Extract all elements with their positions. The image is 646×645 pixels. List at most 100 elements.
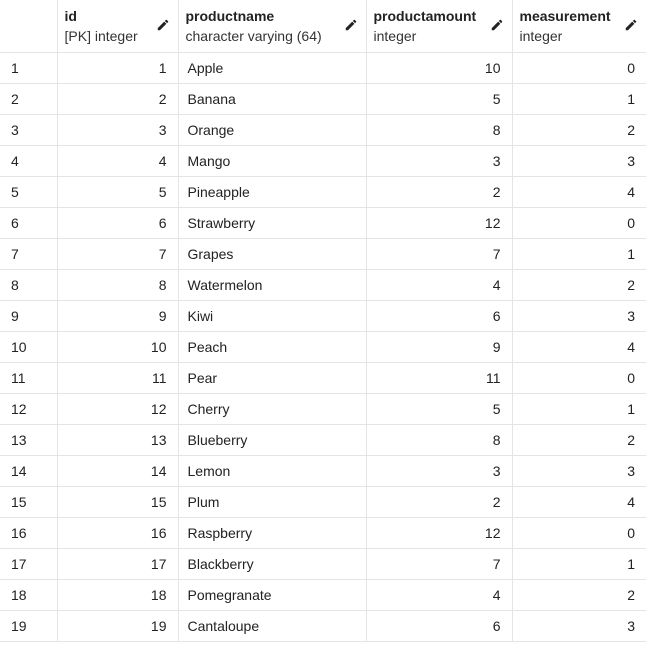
row-number-cell[interactable]: 19 xyxy=(0,610,58,642)
cell-measurement[interactable]: 3 xyxy=(512,300,646,332)
column-header-id[interactable]: id [PK] integer xyxy=(57,0,179,53)
cell-productamount[interactable]: 7 xyxy=(366,238,513,270)
table-row[interactable]: 7 7 Grapes 7 1 xyxy=(0,238,646,270)
cell-id[interactable]: 3 xyxy=(57,114,179,146)
cell-productamount[interactable]: 11 xyxy=(366,362,513,394)
row-number-cell[interactable]: 7 xyxy=(0,238,58,270)
row-number-cell[interactable]: 17 xyxy=(0,548,58,580)
cell-productname[interactable]: Strawberry xyxy=(178,207,367,239)
table-row[interactable]: 4 4 Mango 3 3 xyxy=(0,145,646,177)
cell-id[interactable]: 10 xyxy=(57,331,179,363)
table-row[interactable]: 16 16 Raspberry 12 0 xyxy=(0,517,646,549)
table-row[interactable]: 2 2 Banana 5 1 xyxy=(0,83,646,115)
row-number-cell[interactable]: 18 xyxy=(0,579,58,611)
cell-productamount[interactable]: 3 xyxy=(366,455,513,487)
cell-productname[interactable]: Pomegranate xyxy=(178,579,367,611)
cell-id[interactable]: 11 xyxy=(57,362,179,394)
cell-id[interactable]: 13 xyxy=(57,424,179,456)
cell-productamount[interactable]: 4 xyxy=(366,269,513,301)
table-row[interactable]: 3 3 Orange 8 2 xyxy=(0,114,646,146)
cell-id[interactable]: 12 xyxy=(57,393,179,425)
table-row[interactable]: 10 10 Peach 9 4 xyxy=(0,331,646,363)
table-row[interactable]: 14 14 Lemon 3 3 xyxy=(0,455,646,487)
cell-measurement[interactable]: 4 xyxy=(512,331,646,363)
cell-id[interactable]: 19 xyxy=(57,610,179,642)
column-header-productname[interactable]: productname character varying (64) xyxy=(178,0,367,53)
cell-productname[interactable]: Pineapple xyxy=(178,176,367,208)
cell-productname[interactable]: Orange xyxy=(178,114,367,146)
cell-measurement[interactable]: 1 xyxy=(512,83,646,115)
row-number-cell[interactable]: 13 xyxy=(0,424,58,456)
cell-productname[interactable]: Blueberry xyxy=(178,424,367,456)
cell-productname[interactable]: Cantaloupe xyxy=(178,610,367,642)
cell-productamount[interactable]: 5 xyxy=(366,83,513,115)
table-row[interactable]: 6 6 Strawberry 12 0 xyxy=(0,207,646,239)
row-number-cell[interactable]: 9 xyxy=(0,300,58,332)
table-row[interactable]: 17 17 Blackberry 7 1 xyxy=(0,548,646,580)
cell-productamount[interactable]: 12 xyxy=(366,207,513,239)
cell-productamount[interactable]: 6 xyxy=(366,300,513,332)
row-number-cell[interactable]: 15 xyxy=(0,486,58,518)
cell-productamount[interactable]: 6 xyxy=(366,610,513,642)
row-number-cell[interactable]: 2 xyxy=(0,83,58,115)
cell-productname[interactable]: Apple xyxy=(178,52,367,84)
table-row[interactable]: 19 19 Cantaloupe 6 3 xyxy=(0,610,646,642)
cell-productamount[interactable]: 7 xyxy=(366,548,513,580)
cell-measurement[interactable]: 2 xyxy=(512,424,646,456)
pencil-icon[interactable] xyxy=(490,18,504,32)
cell-measurement[interactable]: 3 xyxy=(512,455,646,487)
row-number-cell[interactable]: 16 xyxy=(0,517,58,549)
row-number-cell[interactable]: 1 xyxy=(0,52,58,84)
cell-productamount[interactable]: 8 xyxy=(366,424,513,456)
column-header-measurement[interactable]: measurement integer xyxy=(512,0,646,53)
cell-measurement[interactable]: 2 xyxy=(512,269,646,301)
table-row[interactable]: 9 9 Kiwi 6 3 xyxy=(0,300,646,332)
table-row[interactable]: 1 1 Apple 10 0 xyxy=(0,52,646,84)
cell-measurement[interactable]: 1 xyxy=(512,238,646,270)
cell-measurement[interactable]: 1 xyxy=(512,548,646,580)
cell-productamount[interactable]: 2 xyxy=(366,486,513,518)
cell-id[interactable]: 5 xyxy=(57,176,179,208)
cell-id[interactable]: 1 xyxy=(57,52,179,84)
cell-id[interactable]: 15 xyxy=(57,486,179,518)
pencil-icon[interactable] xyxy=(156,18,170,32)
row-number-header[interactable] xyxy=(0,0,58,53)
row-number-cell[interactable]: 8 xyxy=(0,269,58,301)
cell-measurement[interactable]: 3 xyxy=(512,610,646,642)
cell-id[interactable]: 17 xyxy=(57,548,179,580)
cell-id[interactable]: 18 xyxy=(57,579,179,611)
pencil-icon[interactable] xyxy=(344,18,358,32)
cell-id[interactable]: 4 xyxy=(57,145,179,177)
cell-productname[interactable]: Mango xyxy=(178,145,367,177)
cell-productname[interactable]: Lemon xyxy=(178,455,367,487)
table-row[interactable]: 8 8 Watermelon 4 2 xyxy=(0,269,646,301)
cell-measurement[interactable]: 4 xyxy=(512,176,646,208)
cell-productname[interactable]: Blackberry xyxy=(178,548,367,580)
cell-productname[interactable]: Peach xyxy=(178,331,367,363)
cell-productamount[interactable]: 9 xyxy=(366,331,513,363)
row-number-cell[interactable]: 11 xyxy=(0,362,58,394)
cell-productname[interactable]: Raspberry xyxy=(178,517,367,549)
row-number-cell[interactable]: 10 xyxy=(0,331,58,363)
cell-measurement[interactable]: 3 xyxy=(512,145,646,177)
cell-productname[interactable]: Banana xyxy=(178,83,367,115)
row-number-cell[interactable]: 3 xyxy=(0,114,58,146)
row-number-cell[interactable]: 6 xyxy=(0,207,58,239)
cell-measurement[interactable]: 0 xyxy=(512,207,646,239)
cell-productamount[interactable]: 3 xyxy=(366,145,513,177)
cell-id[interactable]: 16 xyxy=(57,517,179,549)
cell-measurement[interactable]: 4 xyxy=(512,486,646,518)
cell-productamount[interactable]: 4 xyxy=(366,579,513,611)
row-number-cell[interactable]: 5 xyxy=(0,176,58,208)
cell-productname[interactable]: Pear xyxy=(178,362,367,394)
cell-id[interactable]: 14 xyxy=(57,455,179,487)
cell-id[interactable]: 6 xyxy=(57,207,179,239)
cell-id[interactable]: 8 xyxy=(57,269,179,301)
cell-measurement[interactable]: 2 xyxy=(512,114,646,146)
cell-measurement[interactable]: 0 xyxy=(512,362,646,394)
cell-id[interactable]: 7 xyxy=(57,238,179,270)
row-number-cell[interactable]: 12 xyxy=(0,393,58,425)
cell-productamount[interactable]: 8 xyxy=(366,114,513,146)
table-row[interactable]: 11 11 Pear 11 0 xyxy=(0,362,646,394)
cell-productname[interactable]: Grapes xyxy=(178,238,367,270)
